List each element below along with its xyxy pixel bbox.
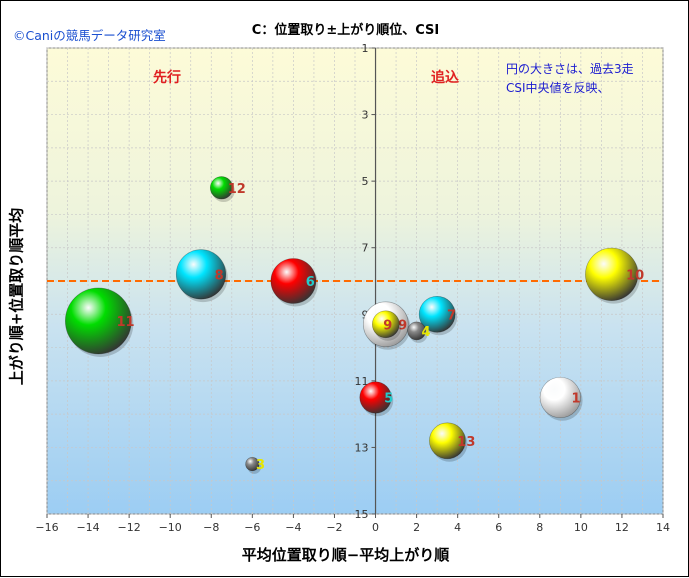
x-tick-label: −2 bbox=[326, 521, 342, 534]
bubble-label-4: 4 bbox=[422, 325, 431, 340]
quadrant-label-left: 先行 bbox=[153, 70, 181, 86]
bubble-9 bbox=[371, 310, 400, 339]
bubbles: 11 10 8 6 9 1 7 13 5 12 4 3 9 bbox=[65, 176, 644, 474]
chart-title: C：位置取り±上がり順位、CSI bbox=[251, 23, 440, 38]
bubble-label-3: 3 bbox=[256, 458, 265, 473]
x-tick-label: −16 bbox=[35, 521, 58, 534]
bubble-7 bbox=[418, 295, 456, 333]
y-tick-label: 11 bbox=[355, 375, 369, 388]
y-tick-label: 1 bbox=[362, 42, 369, 55]
y-tick-label: 5 bbox=[362, 175, 369, 188]
size-note-line-2: CSI中央値を反映、 bbox=[506, 81, 610, 95]
x-tick-label: −6 bbox=[244, 521, 260, 534]
bubble-6 bbox=[270, 258, 317, 304]
bubble-13 bbox=[429, 422, 466, 460]
bubble-3 bbox=[245, 457, 260, 472]
x-axis-label: 平均位置取り順−平均上がり順 bbox=[241, 546, 450, 564]
bubble-label-9: 9 bbox=[383, 318, 392, 333]
x-tick-label: −10 bbox=[159, 521, 182, 534]
bubble-label-9: 9 bbox=[398, 318, 407, 333]
x-tick-label: 0 bbox=[372, 521, 379, 534]
x-tick-label: −4 bbox=[285, 521, 301, 534]
bubble-label-5: 5 bbox=[384, 392, 393, 407]
x-tick-label: −14 bbox=[76, 521, 99, 534]
x-tick-label: −8 bbox=[203, 521, 219, 534]
bubble-label-13: 13 bbox=[457, 435, 475, 450]
bubble-10 bbox=[585, 247, 639, 301]
bubble-label-8: 8 bbox=[215, 268, 224, 283]
x-tick-label: 8 bbox=[536, 521, 543, 534]
y-tick-label: 7 bbox=[362, 242, 369, 255]
y-axis-label: 上がり順+位置取り順平均 bbox=[7, 207, 26, 386]
bubble-8 bbox=[175, 249, 227, 300]
quadrant-label-right: 追込 bbox=[431, 70, 459, 86]
x-tick-label: 12 bbox=[615, 521, 629, 534]
size-note: 円の大きさは、過去3走 CSI中央値を反映、 bbox=[506, 60, 656, 98]
x-tick-label: −12 bbox=[118, 521, 141, 534]
bubble-12 bbox=[209, 176, 234, 200]
size-note-line-1: 円の大きさは、過去3走 bbox=[506, 62, 634, 76]
y-tick-label: 13 bbox=[355, 441, 369, 454]
y-tick-label: 15 bbox=[355, 508, 369, 521]
x-tick-label: 14 bbox=[656, 521, 670, 534]
bubble-5 bbox=[359, 381, 392, 414]
bubble-label-10: 10 bbox=[626, 268, 644, 283]
x-tick-label: 10 bbox=[574, 521, 588, 534]
x-tick-label: 6 bbox=[495, 521, 502, 534]
bubble-label-11: 11 bbox=[116, 315, 134, 330]
bubble-4 bbox=[407, 321, 426, 341]
bubble-11 bbox=[65, 287, 132, 355]
bubble-label-6: 6 bbox=[306, 275, 315, 290]
x-tick-label: 4 bbox=[454, 521, 461, 534]
bubble-label-12: 12 bbox=[228, 182, 246, 197]
y-tick-label: 9 bbox=[362, 308, 369, 321]
bubble-label-1: 1 bbox=[571, 392, 580, 407]
copyright-text: ©Caniの競馬データ研究室 bbox=[13, 28, 166, 43]
bubble-label-7: 7 bbox=[447, 308, 456, 323]
bubble-1 bbox=[539, 376, 581, 419]
y-tick-label: 3 bbox=[362, 109, 369, 122]
x-tick-label: 2 bbox=[413, 521, 420, 534]
axes: −16 −14 −12 −10 −8 −6 −4 −2 0 2 4 6 8 10 12 14135791113… bbox=[35, 42, 670, 534]
